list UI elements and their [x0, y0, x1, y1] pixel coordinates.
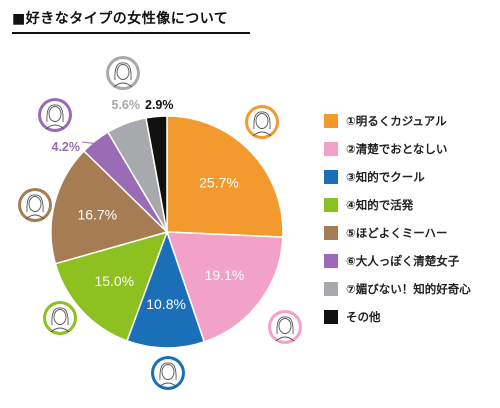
legend-item-5: ⑤ほどよくミーハー — [324, 224, 471, 242]
legend-item-2: ②清楚でおとなしい — [324, 140, 471, 158]
pie-slice-4 — [54, 230, 169, 342]
legend-label: ②清楚でおとなしい — [346, 142, 448, 156]
slice-value-label-4: 15.0% — [94, 273, 134, 289]
pie-slice-8 — [145, 115, 168, 233]
slice-value-label-3: 10.8% — [146, 296, 186, 312]
slice-value-label-6: 4.2% — [52, 140, 81, 154]
chart-title: ■好きなタイプの女性像について — [12, 11, 229, 27]
legend-item-3: ③知的でクール — [324, 168, 471, 186]
legend-label: ⑥大人っぽく清楚女子 — [346, 254, 460, 268]
avatar-casual-icon — [245, 105, 279, 139]
legend-swatch — [324, 170, 338, 184]
legend-label: ⑦媚びない！知的好奇心 — [346, 282, 471, 296]
legend-swatch — [324, 282, 338, 296]
avatar-kobinai-icon — [106, 56, 140, 90]
legend: ①明るくカジュアル ②清楚でおとなしい ③知的でクール ④知的で活発 ⑤ほどよくミーハー… — [324, 112, 471, 336]
legend-item-8: その他 — [324, 308, 471, 326]
legend-swatch — [324, 254, 338, 268]
legend-label: ③知的でクール — [346, 170, 425, 184]
avatar-seiso-icon — [268, 310, 302, 344]
legend-swatch — [324, 142, 338, 156]
legend-label: ⑤ほどよくミーハー — [346, 226, 448, 240]
legend-swatch — [324, 310, 338, 324]
avatar-mihah-icon — [18, 188, 52, 222]
pie-slice-1 — [166, 115, 284, 238]
legend-item-4: ④知的で活発 — [324, 196, 471, 214]
legend-label: その他 — [346, 310, 381, 324]
legend-item-1: ①明るくカジュアル — [324, 112, 471, 130]
legend-swatch — [324, 114, 338, 128]
legend-swatch — [324, 226, 338, 240]
legend-item-7: ⑦媚びない！知的好奇心 — [324, 280, 471, 298]
slice-value-label-8: 2.9% — [145, 98, 174, 112]
avatar-otonappoi-icon — [38, 98, 72, 132]
avatar-chiteki-cool-icon — [151, 356, 185, 390]
pie-slice-5 — [50, 149, 169, 265]
slice-value-label-2: 19.1% — [205, 267, 245, 283]
title-underline — [12, 32, 250, 34]
legend-swatch — [324, 198, 338, 212]
slice-value-label-1: 25.7% — [199, 174, 239, 190]
leader-line-4-2 — [81, 141, 98, 145]
slice-value-label-7: 5.6% — [112, 98, 141, 112]
pie-slice-2 — [165, 231, 284, 343]
legend-item-6: ⑥大人っぽく清楚女子 — [324, 252, 471, 270]
slice-value-label-5: 16.7% — [77, 206, 117, 222]
legend-label: ④知的で活発 — [346, 198, 414, 212]
avatar-chiteki-kappatsu-icon — [43, 301, 77, 335]
pie-slice-3 — [126, 229, 206, 349]
legend-label: ①明るくカジュアル — [346, 114, 447, 128]
